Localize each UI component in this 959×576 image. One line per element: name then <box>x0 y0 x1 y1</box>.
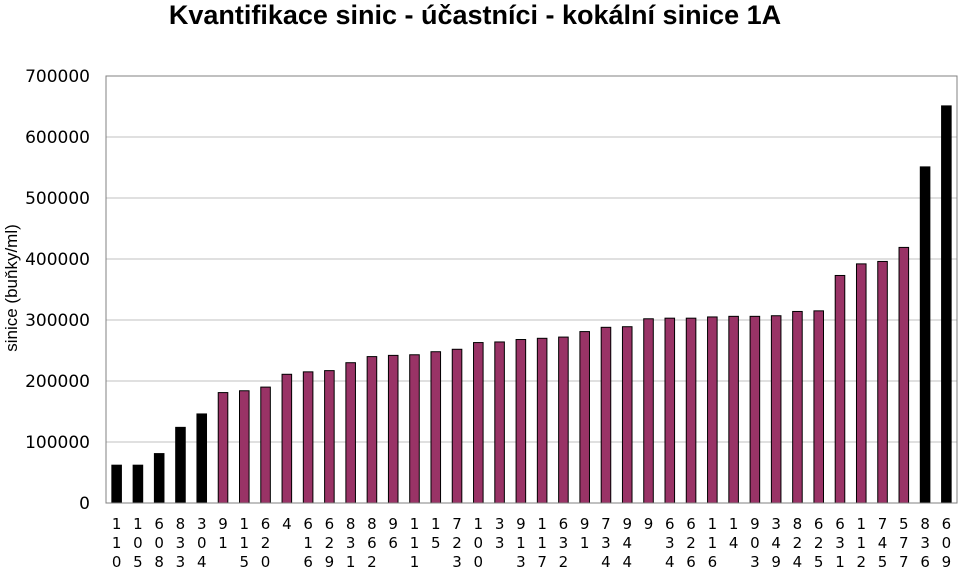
bars <box>111 105 952 504</box>
bar <box>175 426 186 504</box>
bar <box>579 331 590 504</box>
plot-area-frame <box>105 75 958 504</box>
gridlines <box>106 75 957 504</box>
bar <box>132 464 144 504</box>
bar <box>494 341 505 504</box>
x-tick-label: 4 <box>282 515 292 533</box>
bar <box>239 390 250 504</box>
bar <box>792 310 803 504</box>
bar <box>430 351 442 504</box>
bar <box>387 354 399 504</box>
x-tick-label: 9 <box>644 515 654 533</box>
bar <box>302 371 314 504</box>
bar <box>813 310 824 504</box>
bar <box>345 362 356 504</box>
bar <box>728 315 739 504</box>
bar <box>941 105 952 504</box>
y-axis-label: sinice (buňky/ml) <box>2 224 21 352</box>
y-tick-labels: 0 100000 200000 300000 400000 500000 600000 700… <box>25 67 90 514</box>
y-tick-label: 700000 <box>25 67 90 87</box>
chart-title: Kvantifikace sinic - účastníci - kokální… <box>169 0 781 30</box>
y-tick-label: 600000 <box>25 128 90 148</box>
bar <box>558 336 569 504</box>
bar <box>515 339 527 504</box>
bar <box>451 348 463 504</box>
bar <box>366 356 378 504</box>
bar <box>919 166 931 504</box>
bar <box>877 260 888 504</box>
bar <box>111 464 122 504</box>
bar <box>855 263 867 504</box>
bar <box>153 453 165 504</box>
bar <box>621 326 633 504</box>
bar <box>749 315 761 504</box>
bar <box>600 326 612 504</box>
bar <box>217 392 229 504</box>
bar <box>260 386 271 504</box>
bar <box>707 316 718 504</box>
bar <box>196 413 208 504</box>
y-tick-label: 0 <box>79 494 90 514</box>
y-tick-label: 500000 <box>25 189 90 209</box>
bar <box>770 315 782 504</box>
y-tick-label: 400000 <box>25 250 90 270</box>
bar <box>664 317 676 504</box>
y-tick-label: 100000 <box>25 433 90 453</box>
y-tick-label: 300000 <box>25 311 90 331</box>
bar <box>409 354 420 504</box>
bar <box>834 274 846 504</box>
category-labels: 1 1 0 1 0 5 6 0 8 8 3 3 3 0 4 9 1 1 1 5 6 2 0 4 6 1 6 6 2 9 8 3 1 8 6 2 9 6 1 1… <box>112 515 951 571</box>
bar <box>473 342 484 504</box>
bar <box>685 317 697 504</box>
bar <box>281 373 293 504</box>
y-tick-label: 200000 <box>25 372 90 392</box>
bar <box>898 246 910 504</box>
bar <box>324 370 335 504</box>
bar <box>643 318 654 504</box>
bar <box>536 337 548 504</box>
